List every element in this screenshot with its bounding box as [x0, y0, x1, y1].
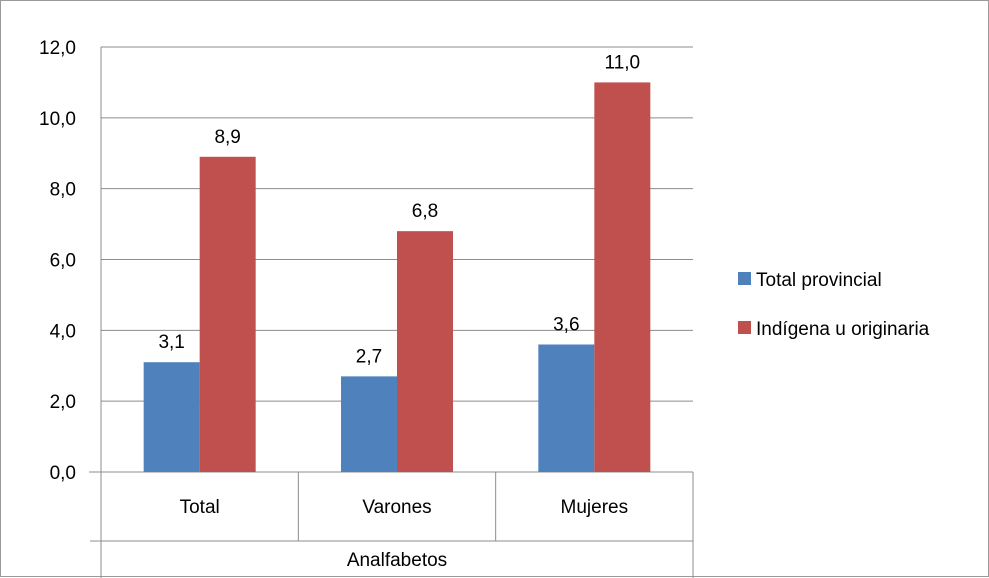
category-label: Mujeres: [561, 497, 629, 518]
legend-swatch: [738, 272, 751, 285]
data-labels: 3,1 8,9 2,7 6,8 3,6 11,0: [158, 52, 640, 367]
category-labels: Total Varones Mujeres Analfabetos: [180, 497, 629, 571]
data-label: 8,9: [214, 127, 240, 148]
bar: [341, 376, 397, 472]
data-label: 6,8: [412, 201, 438, 222]
data-label: 11,0: [605, 52, 641, 73]
bar: [594, 82, 651, 473]
data-label: 3,6: [553, 315, 579, 336]
bar: [143, 362, 200, 472]
legend: Total provincial Indígena u originaria: [738, 270, 930, 340]
y-tick-label: 0,0: [50, 463, 76, 484]
y-tick-label: 2,0: [50, 392, 76, 413]
bar: [397, 231, 453, 472]
category-label: Total: [180, 497, 220, 518]
y-tick-label: 4,0: [50, 321, 76, 342]
bars: [143, 82, 651, 473]
group-label: Analfabetos: [347, 550, 447, 571]
bar: [199, 156, 256, 472]
legend-label: Total provincial: [756, 270, 882, 291]
legend-swatch: [738, 321, 751, 334]
y-tick-label: 10,0: [39, 109, 76, 130]
y-tick-label: 12,0: [39, 38, 76, 59]
data-label: 3,1: [158, 332, 184, 353]
y-tick-label: 8,0: [50, 180, 76, 201]
category-label: Varones: [362, 497, 431, 518]
y-tick-label: 6,0: [50, 251, 76, 272]
bar: [538, 344, 595, 472]
legend-label: Indígena u originaria: [756, 319, 930, 340]
data-label: 2,7: [356, 346, 382, 367]
y-tick-labels: 0,0 2,0 4,0 6,0 8,0 10,0 12,0: [39, 38, 76, 484]
